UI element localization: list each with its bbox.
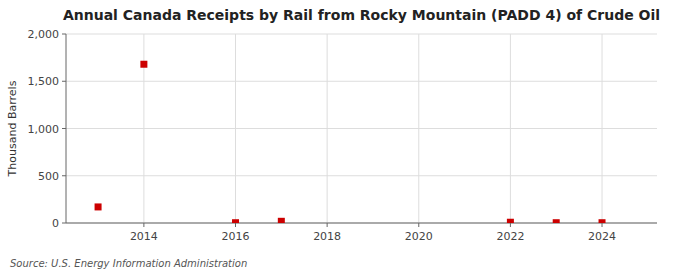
x-tick-label: 2014: [130, 230, 158, 243]
source-note: Source: U.S. Energy Information Administ…: [10, 258, 247, 269]
y-grid-line: [66, 223, 657, 224]
point: [278, 218, 285, 223]
y-tick-label: 500: [38, 170, 59, 183]
point: [553, 219, 560, 223]
x-tick: [143, 223, 144, 227]
x-grid-line: [235, 34, 236, 223]
x-grid-line: [327, 34, 328, 223]
y-grid-line: [66, 128, 657, 129]
y-tick: [62, 223, 66, 224]
x-axis-line: [66, 223, 657, 224]
y-tick-label: 0: [52, 217, 59, 230]
x-grid-line: [602, 34, 603, 223]
point: [599, 219, 606, 223]
x-tick: [418, 223, 419, 227]
x-grid-line: [418, 34, 419, 223]
x-tick-label: 2024: [588, 230, 616, 243]
y-axis-line: [66, 34, 67, 223]
y-tick-label: 2,000: [28, 28, 60, 41]
y-grid-line: [66, 34, 657, 35]
y-tick: [62, 175, 66, 176]
x-grid-line: [510, 34, 511, 223]
y-tick: [62, 128, 66, 129]
chart-container: Annual Canada Receipts by Rail from Rock…: [0, 0, 675, 275]
point: [140, 61, 147, 68]
x-tick: [510, 223, 511, 227]
x-tick-label: 2018: [313, 230, 341, 243]
x-tick-label: 2020: [405, 230, 433, 243]
point: [232, 219, 239, 223]
point: [95, 203, 102, 210]
x-tick-label: 2016: [222, 230, 250, 243]
title: Annual Canada Receipts by Rail from Rock…: [63, 7, 660, 23]
chart-svg: Annual Canada Receipts by Rail from Rock…: [0, 0, 675, 275]
x-tick: [602, 223, 603, 227]
data-points: [95, 61, 606, 223]
y-tick: [62, 34, 66, 35]
point: [507, 219, 514, 223]
y-axis-label: Thousand Barrels: [6, 80, 19, 177]
y-grid-line: [66, 175, 657, 176]
x-tick-label: 2022: [496, 230, 524, 243]
grid: [66, 34, 657, 223]
y-tick-label: 1,500: [28, 75, 60, 88]
x-tick: [235, 223, 236, 227]
y-tick: [62, 81, 66, 82]
y-tick-label: 1,000: [28, 123, 60, 136]
x-tick: [327, 223, 328, 227]
axes: 0 500 1,000 1,500 2,000 2014 2016 2018 2020 2022 2…: [28, 28, 658, 243]
y-grid-line: [66, 81, 657, 82]
